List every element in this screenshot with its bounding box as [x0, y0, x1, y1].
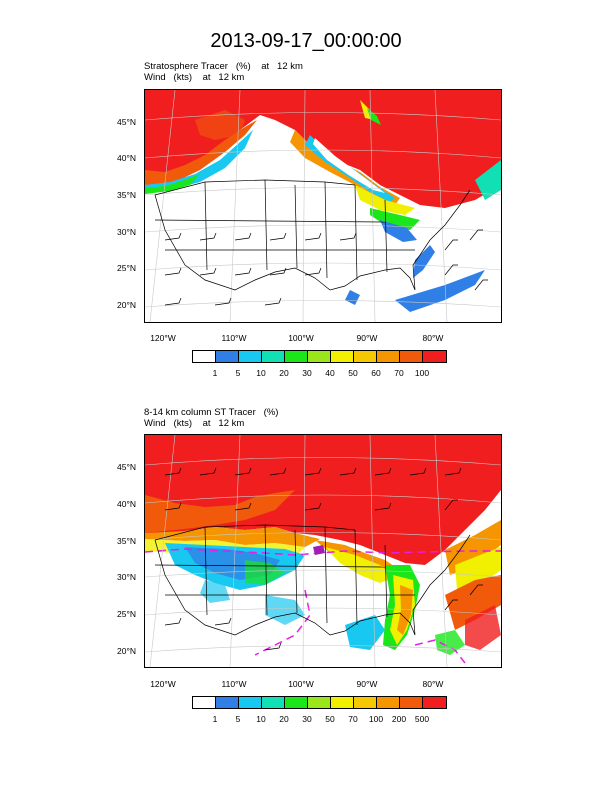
- colorbar-2-label: 30: [302, 714, 312, 724]
- lat-label-25n: 25°N: [117, 609, 136, 619]
- tracer-map-1: [145, 90, 501, 322]
- lon-label-80w: 80°W: [422, 333, 444, 343]
- colorbar-swatch: [308, 697, 331, 708]
- map-panel-stratosphere-tracer: [144, 89, 502, 323]
- colorbar-swatch: [331, 697, 354, 708]
- tracer-region-high: [145, 435, 501, 565]
- colorbar-1-label: 40: [325, 368, 335, 378]
- colorbar-1-label: 5: [235, 368, 241, 378]
- lat-label-20n: 20°N: [117, 300, 136, 310]
- lon-label-80w: 80°W: [422, 679, 444, 689]
- colorbar-1-label: 1: [212, 368, 218, 378]
- colorbar-swatch: [285, 351, 308, 362]
- colorbar-swatch: [239, 351, 262, 362]
- lon-label-120w: 120°W: [150, 679, 176, 689]
- colorbar-2-label: 50: [325, 714, 335, 724]
- colorbar-swatch: [216, 351, 239, 362]
- colorbar-swatch: [216, 697, 239, 708]
- lat-label-30n: 30°N: [117, 572, 136, 582]
- colorbar-swatch: [262, 351, 285, 362]
- colorbar-swatch: [331, 351, 354, 362]
- panel1-subtitle-line1: Stratosphere Tracer (%) at 12 km: [144, 61, 303, 72]
- colorbar-1-label: 10: [256, 368, 266, 378]
- lon-label-120w: 120°W: [150, 333, 176, 343]
- colorbar-swatch: [377, 351, 400, 362]
- lat-label-35n: 35°N: [117, 190, 136, 200]
- colorbar-2-label: 70: [348, 714, 358, 724]
- lon-label-110w: 110°W: [221, 333, 247, 343]
- colorbar-1-label: 50: [348, 368, 358, 378]
- colorbar-swatch: [377, 697, 400, 708]
- lat-label-45n: 45°N: [117, 117, 136, 127]
- colorbar-2-label: 10: [256, 714, 266, 724]
- colorbar-swatch: [193, 351, 216, 362]
- lat-label-30n: 30°N: [117, 227, 136, 237]
- colorbar-swatch: [423, 697, 446, 708]
- lon-label-90w: 90°W: [356, 333, 378, 343]
- colorbar-swatch: [423, 351, 446, 362]
- colorbar-swatch: [354, 351, 377, 362]
- panel2-subtitle-line1: 8-14 km column ST Tracer (%): [144, 407, 279, 418]
- colorbar-1-label: 30: [302, 368, 312, 378]
- page-title: 2013-09-17_00:00:00: [210, 30, 402, 52]
- colorbar-swatch: [285, 697, 308, 708]
- lat-label-35n: 35°N: [117, 536, 136, 546]
- colorbar-1: [192, 350, 447, 363]
- lat-label-20n: 20°N: [117, 646, 136, 656]
- lat-label-25n: 25°N: [117, 263, 136, 273]
- map-panel-column-tracer: [144, 434, 502, 668]
- colorbar-swatch: [400, 351, 423, 362]
- colorbar-1-label: 20: [279, 368, 289, 378]
- colorbar-swatch: [354, 697, 377, 708]
- lon-label-100w: 100°W: [288, 333, 314, 343]
- colorbar-1-label: 100: [414, 368, 430, 378]
- lat-label-40n: 40°N: [117, 499, 136, 509]
- tracer-map-2: [145, 435, 501, 667]
- colorbar-2-label: 200: [391, 714, 407, 724]
- colorbar-1-label: 70: [394, 368, 404, 378]
- colorbar-swatch: [193, 697, 216, 708]
- colorbar-2-label: 500: [414, 714, 430, 724]
- panel2-subtitle-line2: Wind (kts) at 12 km: [144, 418, 245, 429]
- lat-label-45n: 45°N: [117, 462, 136, 472]
- colorbar-swatch: [308, 351, 331, 362]
- lon-label-110w: 110°W: [221, 679, 247, 689]
- colorbar-2-label: 20: [279, 714, 289, 724]
- colorbar-swatch: [239, 697, 262, 708]
- colorbar-2-label: 5: [235, 714, 241, 724]
- colorbar-2-label: 1: [212, 714, 218, 724]
- colorbar-1-label: 60: [371, 368, 381, 378]
- lon-label-100w: 100°W: [288, 679, 314, 689]
- colorbar-swatch: [400, 697, 423, 708]
- colorbar-swatch: [262, 697, 285, 708]
- lon-label-90w: 90°W: [356, 679, 378, 689]
- colorbar-2-label: 100: [368, 714, 384, 724]
- lat-label-40n: 40°N: [117, 153, 136, 163]
- colorbar-2: [192, 696, 447, 709]
- panel1-subtitle-line2: Wind (kts) at 12 km: [144, 72, 245, 83]
